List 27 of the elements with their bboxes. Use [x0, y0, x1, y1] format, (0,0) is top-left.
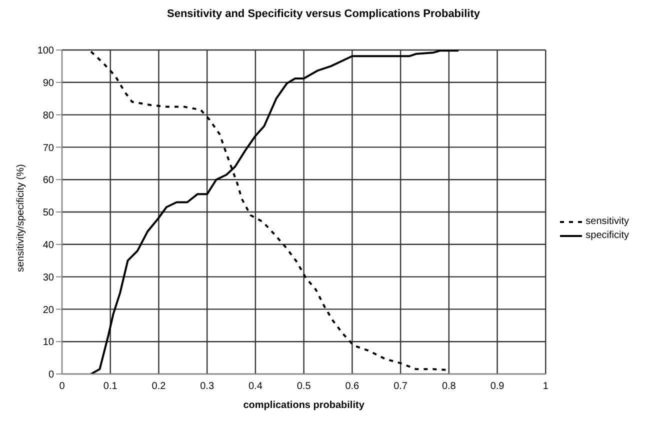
y-tick-label: 70 [42, 142, 54, 154]
y-tick-label: 80 [42, 110, 54, 122]
x-tick-label: 0.8 [442, 381, 456, 392]
x-tick-label: 0.7 [394, 381, 408, 392]
y-tick-label: 100 [37, 46, 54, 57]
y-tick-label: 30 [42, 272, 54, 284]
x-tick-label: 0.9 [490, 381, 505, 392]
x-axis-title: complications probability [243, 400, 365, 411]
x-tick-label: 0.1 [103, 381, 118, 392]
chart-title: Sensitivity and Specificity versus Complications Probability [166, 8, 481, 22]
y-tick-label: 40 [42, 240, 54, 251]
y-tick-label: 90 [42, 78, 54, 89]
legend-label: sensitivity [586, 216, 629, 227]
legend-label: specificity [586, 230, 629, 241]
x-tick-label: 0.5 [296, 381, 312, 392]
y-tick-label: 20 [42, 304, 54, 316]
y-tick-label: 0 [48, 370, 54, 381]
x-tick-label: 0.2 [152, 381, 166, 392]
x-tick-label: 0.3 [200, 381, 214, 392]
x-tick-label: 0.4 [248, 381, 263, 392]
x-tick-label: 1 [542, 381, 549, 392]
y-tick-label: 50 [42, 208, 54, 219]
y-tick-label: 60 [42, 175, 54, 186]
y-axis-title: sensitivity/specificity (%) [16, 164, 27, 272]
x-tick-label: 0.6 [345, 381, 360, 392]
x-tick-label: 0 [59, 381, 66, 392]
y-tick-label: 10 [42, 337, 54, 348]
